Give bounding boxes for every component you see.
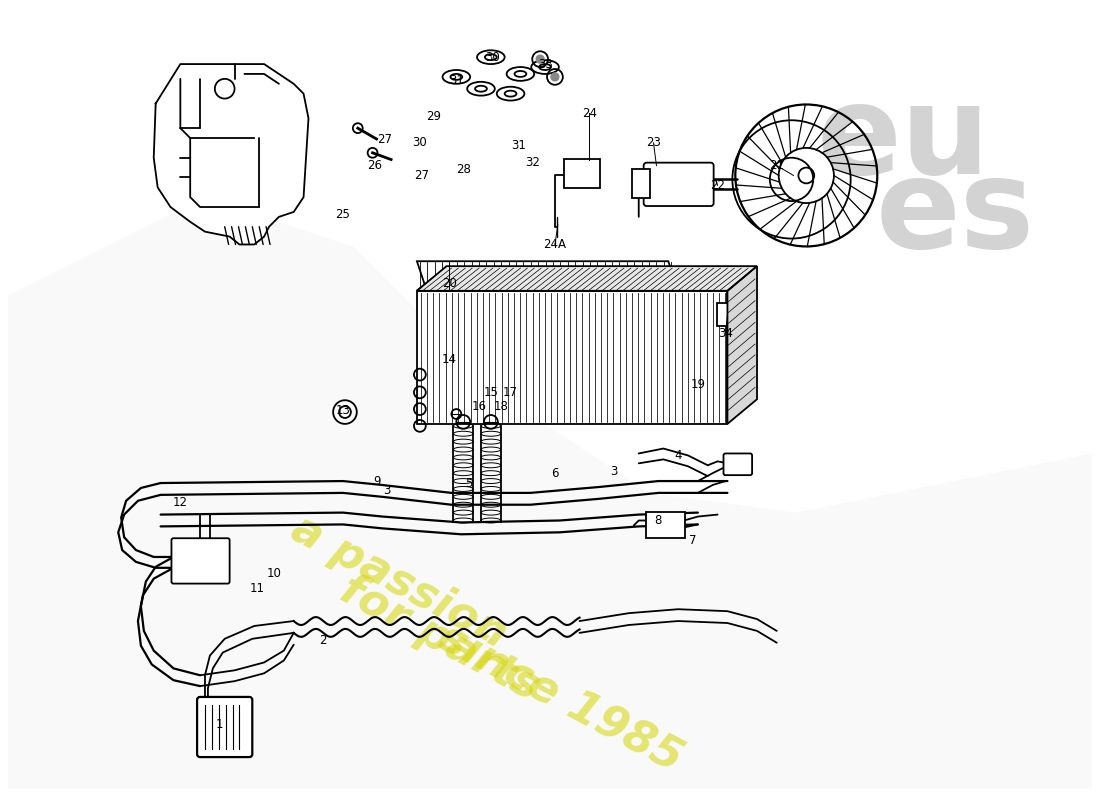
Circle shape <box>551 73 559 81</box>
Text: 14: 14 <box>442 354 456 366</box>
Text: 30: 30 <box>485 50 501 64</box>
Text: 2: 2 <box>319 634 327 647</box>
Text: 1: 1 <box>216 718 223 731</box>
Text: 34: 34 <box>718 326 733 340</box>
Text: 11: 11 <box>250 582 265 595</box>
Text: 7: 7 <box>690 534 696 546</box>
Text: 28: 28 <box>455 163 471 176</box>
FancyBboxPatch shape <box>716 302 750 326</box>
Circle shape <box>536 55 544 63</box>
Polygon shape <box>417 262 679 291</box>
Text: 31: 31 <box>449 74 464 87</box>
Polygon shape <box>154 64 308 245</box>
Text: 29: 29 <box>426 110 441 123</box>
FancyBboxPatch shape <box>172 538 230 583</box>
FancyBboxPatch shape <box>644 162 714 206</box>
Text: 24: 24 <box>582 107 597 120</box>
Text: 15: 15 <box>483 386 498 399</box>
Text: 16: 16 <box>472 400 486 413</box>
Text: a passion: a passion <box>284 506 514 657</box>
Text: 33: 33 <box>538 58 552 70</box>
FancyBboxPatch shape <box>197 697 252 757</box>
Polygon shape <box>8 197 1092 789</box>
Text: 5: 5 <box>465 477 473 490</box>
Text: 22: 22 <box>711 179 725 192</box>
Text: 23: 23 <box>646 137 661 150</box>
Text: 24A: 24A <box>543 238 566 251</box>
FancyBboxPatch shape <box>646 512 685 538</box>
Bar <box>417 291 727 424</box>
Text: 25: 25 <box>336 209 351 222</box>
Text: 3: 3 <box>384 485 390 498</box>
Text: 6: 6 <box>551 466 559 480</box>
Text: 30: 30 <box>412 137 427 150</box>
Text: eu: eu <box>816 79 990 200</box>
Text: 27: 27 <box>415 169 429 182</box>
Text: 4: 4 <box>674 449 682 462</box>
Text: 26: 26 <box>367 159 382 172</box>
Text: 27: 27 <box>377 134 392 146</box>
Text: 31: 31 <box>512 139 526 152</box>
Text: es: es <box>876 153 1034 274</box>
Text: 20: 20 <box>442 278 456 290</box>
FancyBboxPatch shape <box>564 158 601 188</box>
Text: 21: 21 <box>769 159 784 172</box>
Text: since 1985: since 1985 <box>431 616 690 780</box>
Text: 32: 32 <box>525 156 540 169</box>
Text: 13: 13 <box>336 403 351 417</box>
Text: 9: 9 <box>374 474 382 487</box>
Text: 18: 18 <box>493 400 508 413</box>
Polygon shape <box>417 266 757 291</box>
Text: 17: 17 <box>503 386 518 399</box>
FancyBboxPatch shape <box>724 454 752 475</box>
Text: for parts: for parts <box>333 568 547 710</box>
Polygon shape <box>727 266 757 424</box>
Text: 3: 3 <box>610 465 618 478</box>
FancyBboxPatch shape <box>631 169 650 198</box>
Text: 10: 10 <box>266 567 282 580</box>
Text: 12: 12 <box>173 496 188 510</box>
Text: 19: 19 <box>691 378 705 391</box>
Text: 8: 8 <box>654 514 662 527</box>
